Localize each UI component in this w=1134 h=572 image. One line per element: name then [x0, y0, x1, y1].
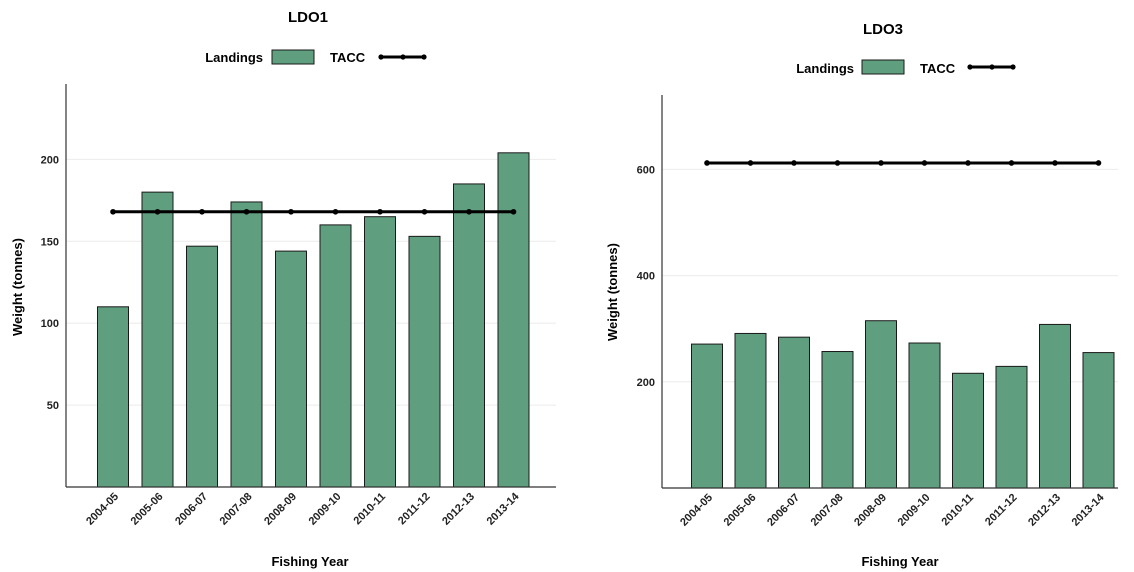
x-tick-label: 2013-14: [1070, 491, 1108, 529]
x-tick-label: 2013-14: [485, 490, 523, 528]
chart-title: LDO3: [863, 21, 903, 38]
axes: [661, 95, 1118, 489]
legend-label-tacc: TACC: [330, 50, 366, 65]
x-axis-title: Fishing Year: [271, 554, 348, 569]
legend-label-landings: Landings: [796, 61, 854, 76]
tacc-point: [1052, 160, 1058, 166]
x-tick-label: 2007-08: [809, 492, 846, 529]
legend: Landings TACC: [205, 49, 427, 65]
bar-2005-06: [141, 191, 174, 488]
tacc-point: [510, 208, 517, 215]
bar-2004-05: [691, 343, 723, 489]
y-tick-label: 150: [41, 236, 59, 248]
y-axis-title: Weight (tonnes): [605, 243, 620, 341]
tacc-point: [965, 160, 971, 166]
x-tick-label: 2006-07: [765, 492, 802, 529]
bar-2012-13: [1039, 323, 1071, 489]
y-tick-label: 50: [47, 400, 59, 412]
bar-2007-08: [821, 351, 854, 489]
legend-label-landings: Landings: [205, 50, 263, 65]
legend-swatch-landings: [271, 49, 315, 65]
legend-swatch-landings: [861, 59, 905, 75]
y-tick-label: 200: [41, 154, 59, 166]
tacc-point: [332, 208, 339, 215]
y-tick-label: 600: [637, 164, 655, 176]
y-tick-labels: 200 400 600: [637, 164, 655, 388]
x-tick-label: 2004-05: [84, 491, 121, 528]
bar-2009-10: [908, 342, 941, 489]
x-tick-labels: 2004-05 2005-06 2006-07 2007-08 2008-09 2009-…: [84, 490, 522, 528]
tacc-point: [199, 208, 205, 215]
x-axis-title: Fishing Year: [861, 554, 938, 569]
bar-2006-07: [778, 336, 810, 489]
x-tick-label: 2010-11: [352, 491, 389, 528]
x-tick-label: 2011-12: [983, 492, 1020, 529]
tacc-point: [377, 208, 383, 215]
x-tick-label: 2010-11: [940, 492, 977, 529]
x-tick-label: 2012-13: [440, 491, 477, 528]
tacc-point: [791, 160, 797, 166]
bar-2009-10: [319, 224, 352, 488]
tacc-point: [834, 160, 841, 166]
bar-2012-13: [453, 183, 485, 488]
bar-2008-09: [865, 320, 897, 489]
x-tick-label: 2008-09: [262, 491, 299, 528]
x-tick-label: 2006-07: [173, 491, 210, 528]
axes: [65, 84, 556, 488]
chart-title: LDO1: [288, 9, 328, 26]
legend-swatch-tacc: [378, 54, 427, 60]
bar-2006-07: [186, 245, 218, 488]
y-tick-label: 100: [41, 318, 59, 330]
bar-2008-09: [275, 250, 307, 488]
tacc-point: [921, 160, 928, 166]
tacc-point: [110, 208, 116, 215]
x-tick-labels: 2004-05 2005-06 2006-07 2007-08 2008-09 2009-…: [678, 491, 1107, 529]
bar-2013-14: [1082, 352, 1115, 489]
y-axis-title: Weight (tonnes): [10, 238, 25, 336]
tacc-point: [288, 208, 294, 215]
tacc-point: [1095, 160, 1102, 166]
tacc-line: [704, 160, 1102, 166]
tacc-point: [704, 160, 710, 166]
bar-2011-12: [995, 365, 1028, 489]
y-tick-label: 200: [637, 377, 655, 389]
tacc-point: [243, 208, 250, 215]
legend-swatch-tacc: [967, 64, 1016, 70]
tacc-point: [421, 208, 428, 215]
bar-2010-11: [364, 216, 396, 488]
tacc-point: [747, 160, 754, 166]
bar-2011-12: [408, 235, 441, 488]
tacc-point: [878, 160, 884, 166]
legend: Landings TACC: [796, 59, 1016, 76]
bar-2005-06: [734, 332, 767, 489]
legend-label-tacc: TACC: [920, 61, 956, 76]
x-tick-label: 2009-10: [307, 491, 344, 528]
x-tick-label: 2005-06: [129, 491, 166, 528]
x-tick-label: 2012-13: [1026, 492, 1063, 529]
x-tick-label: 2008-09: [852, 492, 889, 529]
y-tick-labels: 50 100 150 200: [41, 154, 59, 412]
bar-2013-14: [497, 152, 530, 488]
ldo3-chart-panel: LDO3 Landings TACC 200 400 600 2004-05 2005…: [605, 21, 1118, 569]
bar-2010-11: [952, 372, 984, 489]
tacc-point: [154, 208, 161, 215]
x-tick-label: 2007-08: [218, 491, 255, 528]
x-tick-label: 2005-06: [722, 492, 759, 529]
bars: [691, 320, 1115, 489]
x-tick-label: 2009-10: [896, 492, 933, 529]
y-tick-label: 400: [637, 271, 655, 283]
tacc-line: [110, 208, 517, 215]
x-tick-label: 2011-12: [396, 491, 433, 528]
bars: [97, 152, 530, 488]
tacc-point: [1008, 160, 1015, 166]
bar-2007-08: [230, 201, 263, 488]
tacc-point: [466, 208, 472, 215]
bar-2004-05: [97, 306, 129, 488]
x-tick-label: 2004-05: [678, 492, 715, 529]
